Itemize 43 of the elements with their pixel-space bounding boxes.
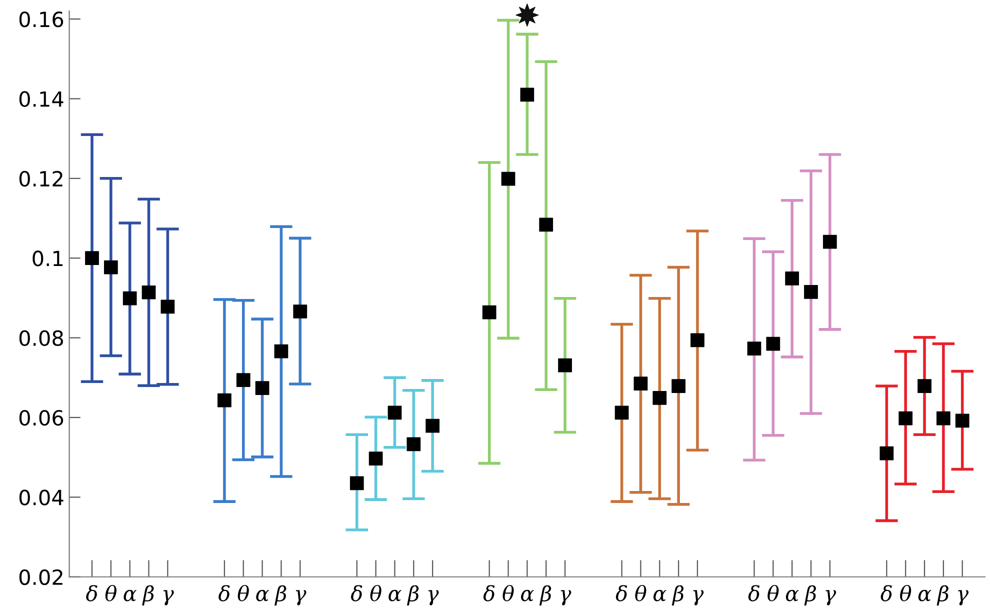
x-tick-label: β [539, 585, 552, 606]
x-tick-label: θ [900, 584, 912, 602]
x-tick-label: β [672, 585, 684, 606]
y-tick-label: 0.14 [19, 91, 64, 107]
x-tick-label: α [786, 590, 799, 602]
y-tick-label: 0.12 [19, 170, 62, 187]
x-tick-label: δ [483, 585, 495, 602]
x-tick-label: γ [296, 590, 306, 606]
x-tick-label: α [918, 590, 932, 602]
x-tick-label: β [274, 585, 286, 606]
x-tick-label: β [142, 585, 154, 606]
x-tick-label: δ [748, 585, 760, 602]
x-tick-label: γ [163, 590, 174, 606]
x-tick-label: θ [768, 584, 779, 602]
y-tick-label: 0.04 [19, 490, 64, 506]
x-tick-label: θ [238, 584, 249, 602]
x-tick-label: α [388, 590, 402, 602]
x-tick-label: γ [826, 590, 836, 606]
x-tick-label: γ [693, 590, 704, 606]
y-tick-label: 0.06 [19, 410, 64, 426]
x-tick-label: θ [502, 584, 514, 602]
x-tick-label: δ [616, 585, 628, 602]
y-tick-label: 0.16 [19, 11, 64, 28]
x-tick-label: δ [351, 585, 362, 602]
y-tick-label: 0.02 [19, 569, 62, 586]
y-tick-label: 0.08 [19, 330, 64, 346]
x-tick-label: α [256, 590, 269, 602]
x-tick-label: α [521, 590, 534, 602]
x-tick-label: θ [370, 584, 382, 602]
x-tick-label: γ [958, 590, 969, 606]
x-tick-label: γ [560, 590, 572, 606]
x-tick-label: β [804, 585, 816, 606]
x-tick-label: δ [218, 585, 230, 602]
x-tick-label: γ [428, 590, 439, 606]
x-tick-label: θ [105, 584, 116, 602]
x-tick-label: α [653, 590, 666, 602]
x-tick-label: β [406, 585, 419, 606]
y-tick-label: 0.1 [32, 250, 63, 266]
x-tick-label: θ [635, 584, 646, 602]
x-tick-label: δ [880, 585, 892, 602]
x-tick-label: α [124, 590, 136, 602]
x-tick-label: β [936, 585, 948, 606]
x-tick-label: δ [86, 585, 98, 602]
